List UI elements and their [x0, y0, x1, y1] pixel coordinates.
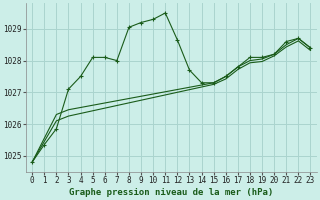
X-axis label: Graphe pression niveau de la mer (hPa): Graphe pression niveau de la mer (hPa): [69, 188, 274, 197]
